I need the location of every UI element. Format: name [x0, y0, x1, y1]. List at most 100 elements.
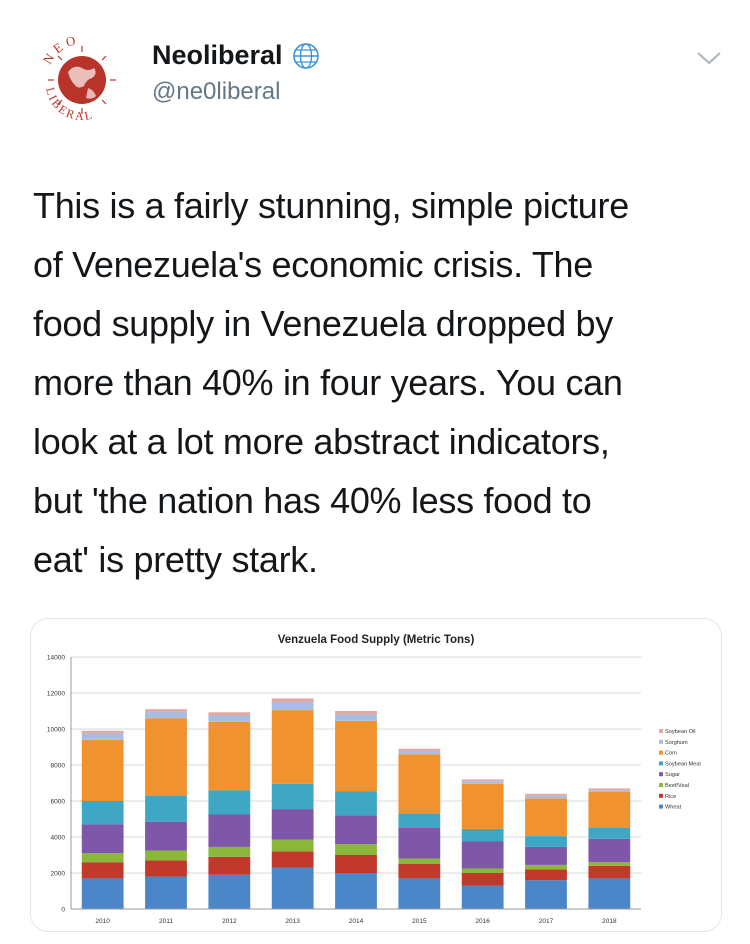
bar-segment-corn: [81, 739, 124, 801]
display-name[interactable]: Neoliberal: [152, 40, 283, 70]
tweet-line: but 'the nation has 40% less food to: [33, 480, 592, 521]
bar-segment-sugar: [461, 841, 504, 869]
legend-swatch: [659, 783, 663, 787]
avatar[interactable]: NEO LIBERAL: [32, 28, 132, 128]
tweet-line: eat' is pretty stark.: [33, 539, 318, 580]
bar-segment-corn: [461, 783, 504, 829]
bar-segment-corn: [208, 721, 251, 791]
bar-segment-sorghum: [588, 790, 631, 792]
y-tick-label: 2000: [51, 871, 66, 878]
tweet-line: more than 40% in four years. You can: [33, 362, 623, 403]
y-tick-label: 8000: [51, 763, 66, 770]
bar-segment-beef-veal: [588, 862, 631, 866]
legend-label: Rice: [665, 794, 676, 800]
legend-label: Corn: [665, 751, 677, 757]
bar-segment-rice: [525, 869, 567, 881]
y-tick-label: 6000: [51, 799, 66, 806]
bar-segment-beef-veal: [461, 868, 504, 873]
legend-label: Soybean Meal: [665, 761, 701, 767]
chevron-down-icon[interactable]: [696, 50, 722, 66]
bar-segment-sorghum: [398, 750, 441, 755]
bar-segment-soybean-oil: [81, 730, 124, 734]
bar-segment-wheat: [81, 878, 124, 909]
x-axis: 2010 2011 2012 2013 2014 2015 2016 2017 2018: [71, 908, 641, 925]
bar-segment-sorghum: [145, 711, 187, 719]
x-tick-label: 2011: [159, 918, 173, 925]
bar-segment-soybean-oil: [398, 748, 441, 751]
bar-segment-soybean-oil: [271, 698, 314, 702]
legend-swatch: [659, 729, 663, 733]
bar-segment-sorghum: [208, 715, 251, 722]
bar-segment-rice: [398, 864, 441, 879]
bar-segment-corn: [145, 718, 187, 796]
bar-segment-soybean-oil: [461, 779, 504, 782]
y-tick-label: 14000: [47, 655, 65, 662]
bar-segment-soybean-meal: [81, 801, 124, 825]
bar-segment-soybean-meal: [145, 795, 187, 822]
bar-segment-rice: [588, 865, 631, 879]
tweet-media-chart[interactable]: Venzuela Food Supply (Metric Tons) 0 2000…: [30, 618, 722, 932]
bar-segment-rice: [335, 855, 377, 873]
legend: Soybean Oil Sorghum Corn Soybean Meal Sugar B…: [659, 729, 701, 811]
bar-segment-soybean-oil: [335, 711, 377, 715]
bar-segment-soybean-meal: [335, 791, 377, 816]
bar-segment-soybean-oil: [525, 793, 567, 796]
tweet-line: food supply in Venezuela dropped by: [33, 303, 613, 344]
name-row: Neoliberal: [152, 40, 321, 71]
bar-segment-rice: [208, 856, 251, 875]
tweet-text: This is a fairly stunning, simple pictur…: [33, 176, 723, 589]
bar-segment-beef-veal: [271, 839, 314, 852]
y-tick-label: 0: [61, 907, 65, 914]
x-tick-label: 2014: [349, 918, 364, 925]
bar-segment-corn: [335, 720, 377, 792]
x-tick-label: 2015: [412, 918, 427, 925]
bar-segment-wheat: [145, 876, 187, 909]
y-tick-label: 10000: [47, 727, 65, 734]
x-tick-label: 2010: [95, 918, 110, 925]
bar-segment-beef-veal: [81, 853, 124, 863]
legend-swatch: [659, 739, 663, 744]
bars: [81, 698, 631, 909]
bar-segment-beef-veal: [335, 844, 377, 855]
bar-segment-sugar: [208, 814, 251, 847]
bar-segment-soybean-meal: [461, 828, 504, 842]
legend-swatch: [659, 793, 663, 798]
bar-segment-sorghum: [81, 733, 124, 740]
bar-segment-sugar: [81, 824, 124, 854]
bar-segment-wheat: [335, 873, 377, 909]
bar-segment-corn: [588, 792, 631, 828]
bar-segment-wheat: [398, 878, 441, 909]
bar-segment-soybean-oil: [145, 709, 187, 712]
legend-swatch: [659, 772, 663, 777]
bar-segment-rice: [81, 862, 124, 879]
bar-segment-rice: [145, 860, 187, 877]
legend-label: Wheat: [665, 805, 682, 811]
bar-segment-wheat: [588, 878, 631, 909]
x-tick-label: 2017: [539, 918, 554, 925]
bar-segment-soybean-meal: [398, 813, 441, 828]
legend-swatch: [659, 804, 663, 809]
x-tick-label: 2013: [285, 918, 300, 925]
bar-segment-beef-veal: [145, 850, 187, 861]
bar-segment-wheat: [271, 867, 314, 909]
legend-swatch: [659, 761, 663, 766]
x-tick-label: 2012: [222, 918, 237, 925]
y-axis: 0 2000 4000 6000 8000 10000 12000 14000: [47, 655, 72, 914]
bar-segment-soybean-meal: [525, 836, 567, 847]
y-tick-label: 4000: [51, 835, 66, 842]
bar-segment-beef-veal: [525, 864, 567, 870]
bar-segment-sorghum: [335, 714, 377, 721]
legend-label: Beef/Veal: [665, 783, 689, 789]
stacked-bar-chart: Venzuela Food Supply (Metric Tons) 0 2000…: [47, 634, 701, 925]
bar-segment-sugar: [145, 821, 187, 851]
bar-segment-wheat: [525, 880, 567, 909]
tweet-line: This is a fairly stunning, simple pictur…: [33, 185, 629, 226]
tweet-line: of Venezuela's economic crisis. The: [33, 244, 593, 285]
bar-segment-sorghum: [525, 795, 567, 799]
x-tick-label: 2016: [475, 918, 490, 925]
legend-label: Sugar: [665, 772, 680, 778]
bar-segment-sorghum: [271, 702, 314, 711]
bar-segment-rice: [461, 873, 504, 886]
handle[interactable]: @ne0liberal: [152, 78, 281, 105]
bar-segment-sorghum: [461, 781, 504, 784]
